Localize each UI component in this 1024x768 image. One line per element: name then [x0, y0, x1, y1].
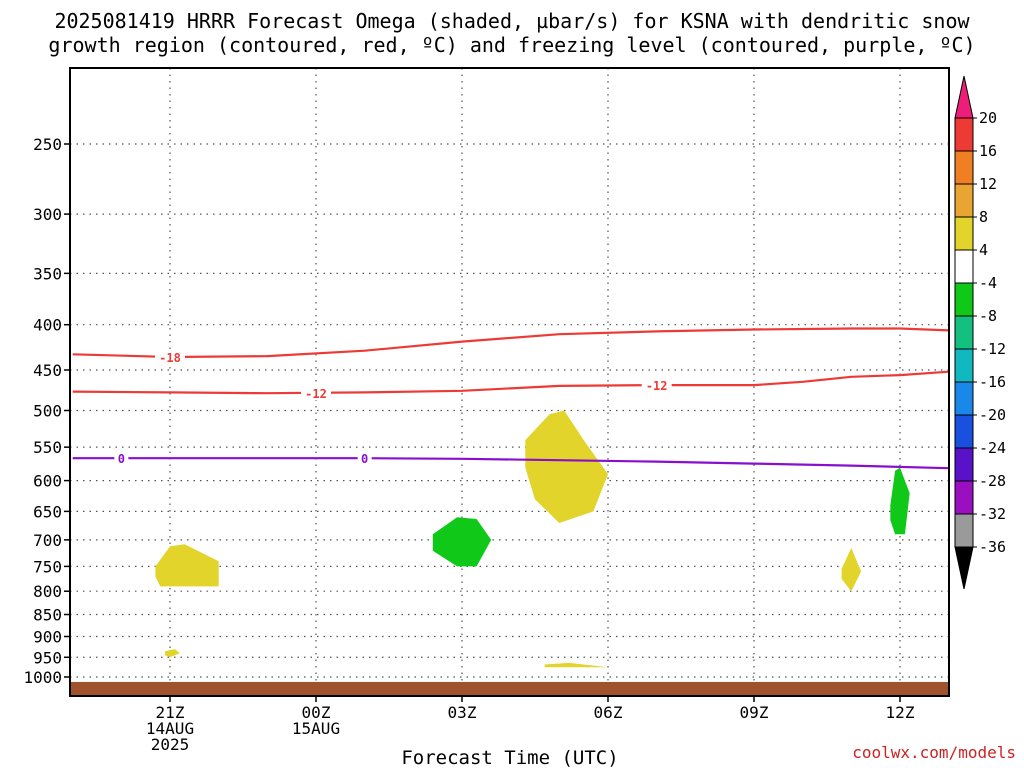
y-tick-label-700: 700: [33, 531, 62, 550]
grid-lines: [70, 68, 949, 696]
contour-labels: -18 -12 -12 0 0: [114, 348, 672, 466]
colorbar-band-11: [954, 480, 974, 515]
contour-label-1-0: -12: [305, 387, 327, 401]
plot-frame: [69, 67, 950, 697]
y-tick-label-450: 450: [33, 361, 62, 380]
colorbar-label-3: 8: [979, 208, 988, 226]
colorbar-band-2: [954, 183, 974, 218]
contour-line-1: [72, 370, 949, 395]
colorbar-band-10: [954, 447, 974, 482]
omega-colorbar: 20 16 12 8 4 -4 -8 -12 -16 -20 -24 -28 -32 -36: [954, 75, 1006, 590]
x-tick-label-24-1: 15AUG: [292, 719, 340, 738]
colorbar-label-13: -36: [979, 538, 1006, 556]
contour-label-bg-1-0: [301, 385, 331, 401]
colorbar-band-5: [954, 282, 974, 317]
x-tick-label-36-0: 12Z: [886, 703, 915, 722]
temperature-contours: [72, 327, 949, 470]
contour-label-2-1: 0: [361, 452, 368, 466]
colorbar-band-9: [954, 414, 974, 449]
contour-label-2-0: 0: [118, 452, 125, 466]
colorbar-label-8: -16: [979, 373, 1006, 391]
colorbar-band-6: [954, 315, 974, 350]
colorbar-label-11: -28: [979, 472, 1006, 490]
omega-area-5: [890, 467, 910, 535]
colorbar-band-0: [954, 117, 974, 152]
x-tick-label-24-0: 00Z: [302, 703, 331, 722]
y-tick-label-750: 750: [33, 557, 62, 576]
x-tick-label-21-1: 14AUG: [146, 719, 194, 738]
omega-area-0: [155, 544, 219, 587]
contour-label-0-0: -18: [159, 351, 181, 365]
credit-text: coolwx.com/models: [852, 743, 1016, 762]
contour-label-1-1: -12: [646, 379, 668, 393]
colorbar-label-6: -8: [979, 307, 997, 325]
contour-line-0: [72, 327, 949, 359]
y-tick-label-400: 400: [33, 316, 62, 335]
y-tick-label-600: 600: [33, 472, 62, 491]
pressure-axis: 250 300 350 400 450 500 550 600 650 700 750 800 850 9…: [23, 135, 70, 687]
y-tick-label-550: 550: [33, 438, 62, 457]
colorbar-label-4: 4: [979, 241, 988, 259]
colorbar-label-2: 12: [979, 175, 997, 193]
y-tick-label-350: 350: [33, 264, 62, 283]
colorbar-label-1: 16: [979, 142, 997, 160]
omega-area-3: [525, 410, 608, 523]
contour-label-bg-2-0: [114, 450, 129, 466]
colorbar-band-4: [954, 249, 974, 284]
ground-fill: [70, 681, 949, 696]
colorbar-band-8: [954, 381, 974, 416]
omega-area-6: [841, 548, 862, 592]
chart-title-line2: growth region (contoured, red, ºC) and f…: [48, 33, 975, 57]
contour-label-bg-1-1: [641, 377, 672, 393]
colorbar-band-7: [954, 348, 974, 383]
y-tick-label-1000: 1000: [23, 668, 62, 687]
chart-title-line1: 2025081419 HRRR Forecast Omega (shaded, …: [54, 9, 970, 33]
colorbar-band-3: [954, 216, 974, 251]
contour-label-bg-2-1: [357, 450, 372, 466]
omega-area-4: [544, 662, 608, 668]
colorbar-top-arrow: [954, 75, 974, 119]
ground-layer: [70, 681, 949, 696]
colorbar-label-5: -4: [979, 274, 997, 292]
x-tick-label-33-0: 09Z: [740, 703, 769, 722]
omega-shaded-areas: [155, 410, 910, 668]
y-tick-label-900: 900: [33, 627, 62, 646]
colorbar-band-12: [954, 513, 974, 548]
colorbar-label-12: -32: [979, 505, 1006, 523]
y-tick-label-300: 300: [33, 205, 62, 224]
omega-area-2: [432, 517, 492, 567]
x-tick-label-21-2: 2025: [151, 735, 190, 754]
y-tick-label-850: 850: [33, 606, 62, 625]
y-tick-label-500: 500: [33, 402, 62, 421]
y-tick-label-250: 250: [33, 135, 62, 154]
colorbar-label-7: -12: [979, 340, 1006, 358]
x-tick-label-21-0: 21Z: [156, 703, 185, 722]
colorbar-label-9: -20: [979, 406, 1006, 424]
colorbar-label-10: -24: [979, 439, 1006, 457]
y-tick-label-950: 950: [33, 648, 62, 667]
y-tick-label-650: 650: [33, 502, 62, 521]
colorbar-label-0: 20: [979, 109, 997, 127]
x-tick-label-30-0: 06Z: [594, 703, 623, 722]
colorbar-bottom-arrow: [954, 546, 974, 590]
x-tick-label-27-0: 03Z: [448, 703, 477, 722]
colorbar-band-1: [954, 150, 974, 185]
contour-label-bg-0-0: [155, 348, 185, 364]
y-tick-label-800: 800: [33, 582, 62, 601]
x-axis-title: Forecast Time (UTC): [401, 747, 618, 768]
contour-line-2: [72, 457, 949, 470]
omega-area-1: [165, 649, 180, 658]
